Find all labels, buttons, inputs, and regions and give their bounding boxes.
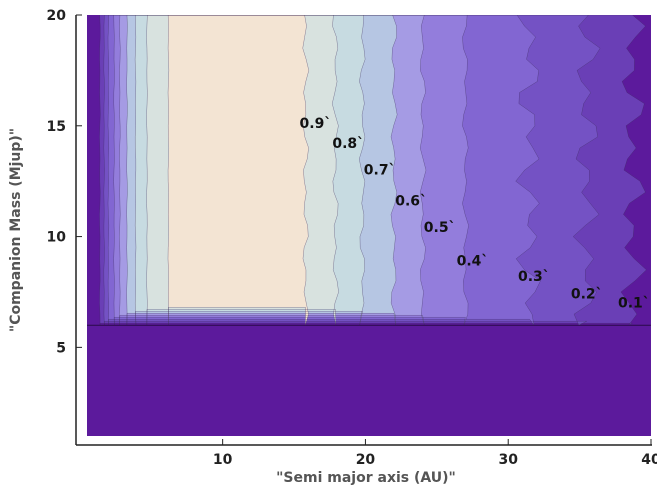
contour-line-0.3 — [107, 15, 541, 326]
y-tick-label: 5 — [56, 340, 66, 356]
contour-region-low-mass — [87, 325, 651, 436]
contour-line-0.2 — [103, 15, 601, 326]
contour-region-0.9 — [167, 15, 309, 326]
y-tick-label: 15 — [47, 119, 66, 135]
contour-label: 0.8` — [332, 136, 364, 152]
contour-line-0.7 — [134, 15, 366, 326]
x-tick-label: 10 — [213, 452, 233, 468]
y-tick-label: 10 — [47, 230, 67, 246]
contour-line-0.8 — [146, 15, 339, 326]
contour-labels: 0.9`0.8`0.7` 0.6` 0.5` 0.4` 0.3` 0.2` 0.1` — [300, 116, 650, 311]
x-tick-label: 30 — [498, 452, 518, 468]
contour-line-0.1 — [99, 15, 647, 326]
contour-line-0.5 — [119, 15, 427, 326]
axes — [75, 15, 652, 446]
y-tick-label: 20 — [47, 8, 67, 24]
contour-label: 0.3` — [518, 269, 550, 285]
contour-lines — [87, 15, 651, 326]
x-axis-title: "Semi major axis (AU)" — [276, 470, 456, 486]
y-axis-title: "Companion Mass (Mjup)" — [8, 128, 24, 332]
x-tick-label: 40 — [641, 452, 657, 468]
contour-label: 0.7` — [364, 163, 396, 179]
contour-label: 0.6` — [395, 194, 427, 210]
contour-line-0.9 — [167, 15, 310, 326]
contour-label: 0.4` — [457, 253, 489, 269]
contour-fills — [87, 15, 651, 436]
contour-label: 0.9` — [300, 116, 332, 132]
contour-line-0.6 — [126, 15, 398, 326]
contour-label: 0.5` — [424, 220, 456, 236]
ticks: 10 20 30 40 5 10 15 20 — [47, 8, 657, 468]
x-tick-label: 20 — [356, 452, 376, 468]
contour-label: 0.2` — [571, 287, 603, 303]
contour-label: 0.1` — [618, 295, 650, 311]
contour-line-0.4 — [113, 15, 469, 326]
